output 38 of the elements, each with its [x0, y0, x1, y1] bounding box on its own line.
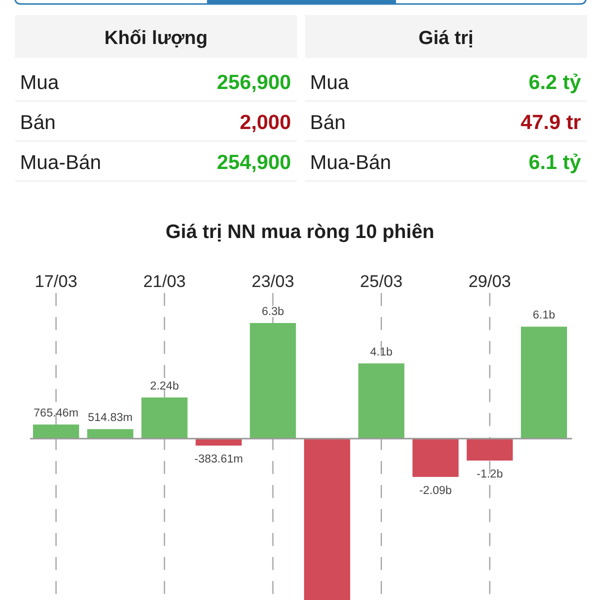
x-tick-label: 21/03 — [143, 272, 186, 291]
text: 2,000 — [240, 111, 291, 134]
x-tick-label: 23/03 — [252, 272, 294, 291]
x-tick-label: 25/03 — [360, 272, 403, 291]
text: Khối lượng — [104, 28, 208, 49]
category-label: Bán — [310, 112, 346, 134]
bar — [33, 424, 80, 439]
data-label: 6.3b — [262, 306, 284, 318]
data-label: -2.09b — [419, 484, 452, 497]
data-label: 2.24b — [150, 380, 179, 392]
text: 6.2 tỷ — [528, 71, 581, 94]
category-label: Mua — [20, 72, 60, 94]
category-label: Mua-Bán — [310, 152, 392, 174]
x-tick-label: 29/03 — [468, 272, 512, 291]
x-tick-label: 17/03 — [34, 272, 78, 291]
data-label: 6.1b — [532, 310, 556, 322]
text: 256,900 — [216, 71, 291, 94]
text: 47.9 tr — [520, 111, 581, 134]
data-label: 765.46m — [34, 408, 78, 420]
data-label: 4.1b — [370, 346, 393, 358]
bar — [250, 323, 296, 439]
text: Giá trị — [418, 28, 474, 49]
bar — [304, 438, 350, 600]
text: 254,900 — [216, 151, 291, 174]
bar — [466, 438, 513, 461]
bar — [358, 363, 404, 439]
category-label: Mua — [310, 72, 350, 94]
bar — [87, 429, 134, 439]
chart-title: Giá trị NN mua ròng 10 phiên — [166, 221, 434, 243]
data-label: -383.61m — [194, 454, 243, 466]
data-label: -1.2b — [476, 468, 503, 481]
category-label: Mua-Bán — [20, 152, 102, 174]
text: 6.1 tỷ — [528, 151, 581, 174]
category-label: Bán — [20, 112, 56, 134]
bar — [412, 438, 459, 477]
bar — [520, 326, 567, 439]
data-label: 514.83m — [88, 412, 133, 424]
bar — [141, 397, 188, 439]
